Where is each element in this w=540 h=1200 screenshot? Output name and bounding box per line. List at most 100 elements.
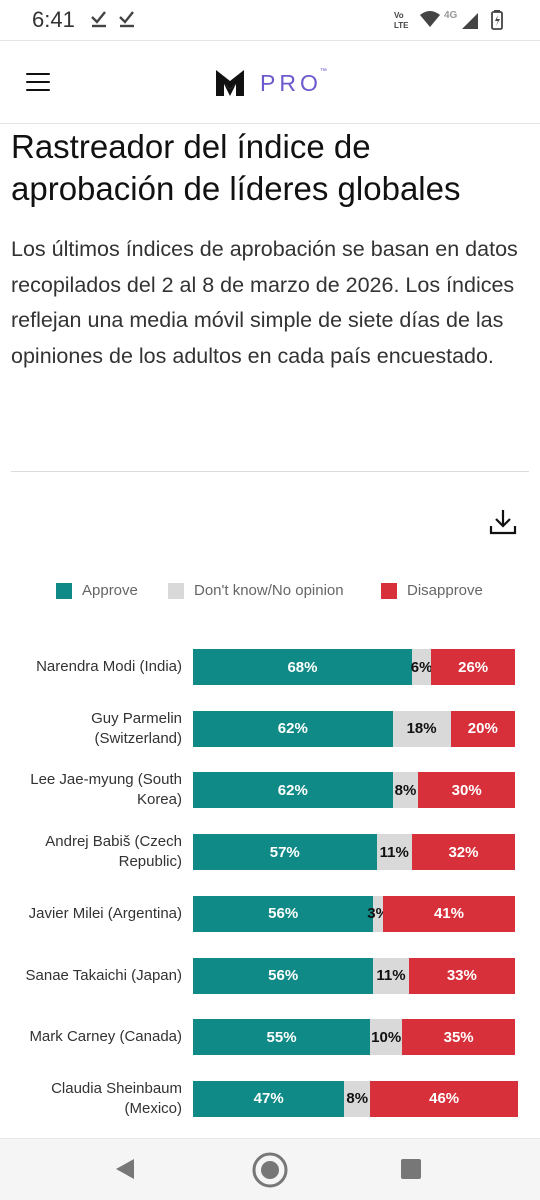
bar-value-label: 62% bbox=[277, 720, 308, 738]
signal-icon bbox=[462, 13, 478, 29]
legend-label-disapprove: Disapprove bbox=[407, 582, 483, 599]
bar-dont-know[interactable]: 8% bbox=[392, 772, 419, 809]
category-label-line: (Switzerland) bbox=[94, 729, 182, 747]
divider bbox=[11, 471, 529, 472]
bar-value-label: 32% bbox=[448, 843, 479, 861]
legend-swatch-dont-know bbox=[168, 582, 184, 599]
bar-value-label: 11% bbox=[376, 967, 406, 984]
download-icon[interactable] bbox=[488, 507, 518, 537]
bar-value-label: 20% bbox=[467, 720, 498, 738]
bar-approve[interactable]: 62% bbox=[193, 710, 393, 747]
bar-approve[interactable]: 62% bbox=[193, 772, 393, 809]
category-label-line: Korea) bbox=[136, 791, 182, 809]
category-label-line: Sanae Takaichi (Japan) bbox=[25, 966, 183, 984]
volte-icon: Vo LTE bbox=[394, 11, 409, 30]
bar-dont-know[interactable]: 6% bbox=[410, 649, 433, 685]
legend-swatch-disapprove bbox=[381, 582, 397, 599]
wifi-icon bbox=[420, 11, 440, 27]
category-label-line: Lee Jae-myung (South bbox=[30, 771, 182, 789]
bar-approve[interactable]: 57% bbox=[193, 834, 377, 871]
category-label: Narendra Modi (India) bbox=[12, 657, 182, 677]
intro-paragraph: Los últimos índices de aprobación se bas… bbox=[11, 237, 518, 368]
bar-approve[interactable]: 68% bbox=[193, 649, 412, 685]
chart-legend: Approve Don't know/No opinion Disapprove bbox=[0, 582, 540, 602]
category-label-line: Mark Carney (Canada) bbox=[29, 1028, 182, 1046]
recent-apps-square-icon[interactable] bbox=[401, 1159, 421, 1179]
bar-approve[interactable]: 47% bbox=[193, 1080, 345, 1117]
svg-text:LTE: LTE bbox=[394, 21, 409, 30]
logo-trademark: ™ bbox=[319, 67, 327, 75]
bar-value-label: 35% bbox=[443, 1028, 474, 1046]
bar-disapprove[interactable]: 32% bbox=[411, 834, 515, 871]
bar-disapprove[interactable]: 20% bbox=[450, 710, 515, 747]
bar-dont-know[interactable]: 3% bbox=[367, 895, 389, 932]
svg-text:Vo: Vo bbox=[394, 11, 404, 20]
bar-value-label: 33% bbox=[446, 967, 477, 984]
back-triangle-icon[interactable] bbox=[114, 1157, 136, 1181]
bar-disapprove[interactable]: 30% bbox=[418, 772, 515, 809]
bar-value-label: 30% bbox=[451, 781, 482, 799]
bar-dont-know[interactable]: 11% bbox=[373, 957, 409, 994]
bar-value-label: 18% bbox=[406, 720, 437, 738]
bar-value-label: 6% bbox=[410, 658, 433, 676]
logo-mark-icon bbox=[216, 70, 244, 96]
bar-value-label: 47% bbox=[253, 1090, 284, 1108]
category-label-line: Narendra Modi (India) bbox=[36, 658, 182, 675]
bar-approve[interactable]: 55% bbox=[193, 1019, 371, 1056]
bar-disapprove[interactable]: 33% bbox=[408, 957, 515, 994]
brand-logo[interactable]: PRO ™ bbox=[216, 67, 327, 99]
category-label-line: (Mexico) bbox=[124, 1099, 182, 1117]
bar-value-label: 41% bbox=[433, 905, 464, 923]
bar-disapprove[interactable]: 35% bbox=[402, 1019, 515, 1056]
notification-icons bbox=[90, 9, 140, 34]
network-type: 4G bbox=[444, 10, 458, 21]
status-time: 6:41 bbox=[32, 7, 75, 32]
bar-value-label: 56% bbox=[268, 905, 299, 923]
category-label: Andrej Babiš (Czech Republic) bbox=[12, 832, 182, 872]
battery-charging-icon bbox=[491, 10, 503, 30]
bar-value-label: 62% bbox=[277, 781, 308, 799]
bar-dont-know[interactable]: 11% bbox=[376, 834, 412, 871]
top-nav: PRO ™ bbox=[0, 40, 540, 124]
bar-value-label: 55% bbox=[266, 1028, 297, 1046]
legend-item-dont-know: Don't know/No opinion bbox=[168, 582, 344, 599]
hamburger-menu-icon[interactable] bbox=[26, 73, 50, 93]
bar-value-label: 46% bbox=[429, 1090, 460, 1108]
category-label-line: Republic) bbox=[118, 853, 182, 871]
legend-label-approve: Approve bbox=[82, 582, 138, 599]
status-bar: 6:41 Vo LTE 4G bbox=[0, 0, 540, 40]
bar-value-label: 11% bbox=[379, 843, 409, 861]
category-label: Claudia Sheinbaum (Mexico) bbox=[12, 1079, 182, 1119]
home-circle-icon[interactable] bbox=[251, 1151, 289, 1189]
bar-approve[interactable]: 56% bbox=[193, 957, 374, 994]
bar-value-label: 68% bbox=[287, 658, 318, 676]
category-label: Javier Milei (Argentina) bbox=[12, 904, 182, 924]
download-done-icon bbox=[91, 11, 134, 28]
bar-value-label: 26% bbox=[458, 658, 489, 676]
bar-value-label: 10% bbox=[371, 1028, 402, 1046]
bar-disapprove[interactable]: 41% bbox=[382, 895, 515, 932]
page-title: Rastreador del índice de aprobación de l… bbox=[11, 128, 461, 207]
bar-value-label: 8% bbox=[346, 1090, 369, 1108]
category-label-line: Andrej Babiš (Czech bbox=[45, 833, 182, 851]
bar-dont-know[interactable]: 8% bbox=[344, 1080, 371, 1117]
category-label: Lee Jae-myung (South Korea) bbox=[12, 770, 182, 810]
category-label: Mark Carney (Canada) bbox=[12, 1027, 182, 1047]
bar-approve[interactable]: 56% bbox=[193, 895, 374, 932]
bar-disapprove[interactable]: 46% bbox=[370, 1080, 519, 1117]
bar-disapprove[interactable]: 26% bbox=[431, 649, 515, 685]
legend-item-disapprove: Disapprove bbox=[381, 582, 483, 599]
legend-swatch-approve bbox=[56, 582, 72, 599]
bar-value-label: 56% bbox=[268, 967, 299, 984]
legend-label-dont-know: Don't know/No opinion bbox=[194, 582, 344, 599]
approval-bar-chart: Narendra Modi (India) 68% 6% 26% Guy Parmeli… bbox=[0, 640, 540, 1140]
bar-dont-know[interactable]: 10% bbox=[370, 1019, 403, 1056]
system-icons: Vo LTE 4G bbox=[394, 9, 514, 36]
bar-dont-know[interactable]: 18% bbox=[392, 710, 451, 747]
legend-item-approve: Approve bbox=[56, 582, 138, 599]
logo-text: PRO bbox=[260, 69, 322, 96]
bar-value-label: 8% bbox=[394, 781, 417, 799]
category-label-line: Guy Parmelin bbox=[91, 709, 182, 727]
category-label: Guy Parmelin (Switzerland) bbox=[12, 709, 182, 749]
bar-value-label: 57% bbox=[269, 843, 300, 861]
